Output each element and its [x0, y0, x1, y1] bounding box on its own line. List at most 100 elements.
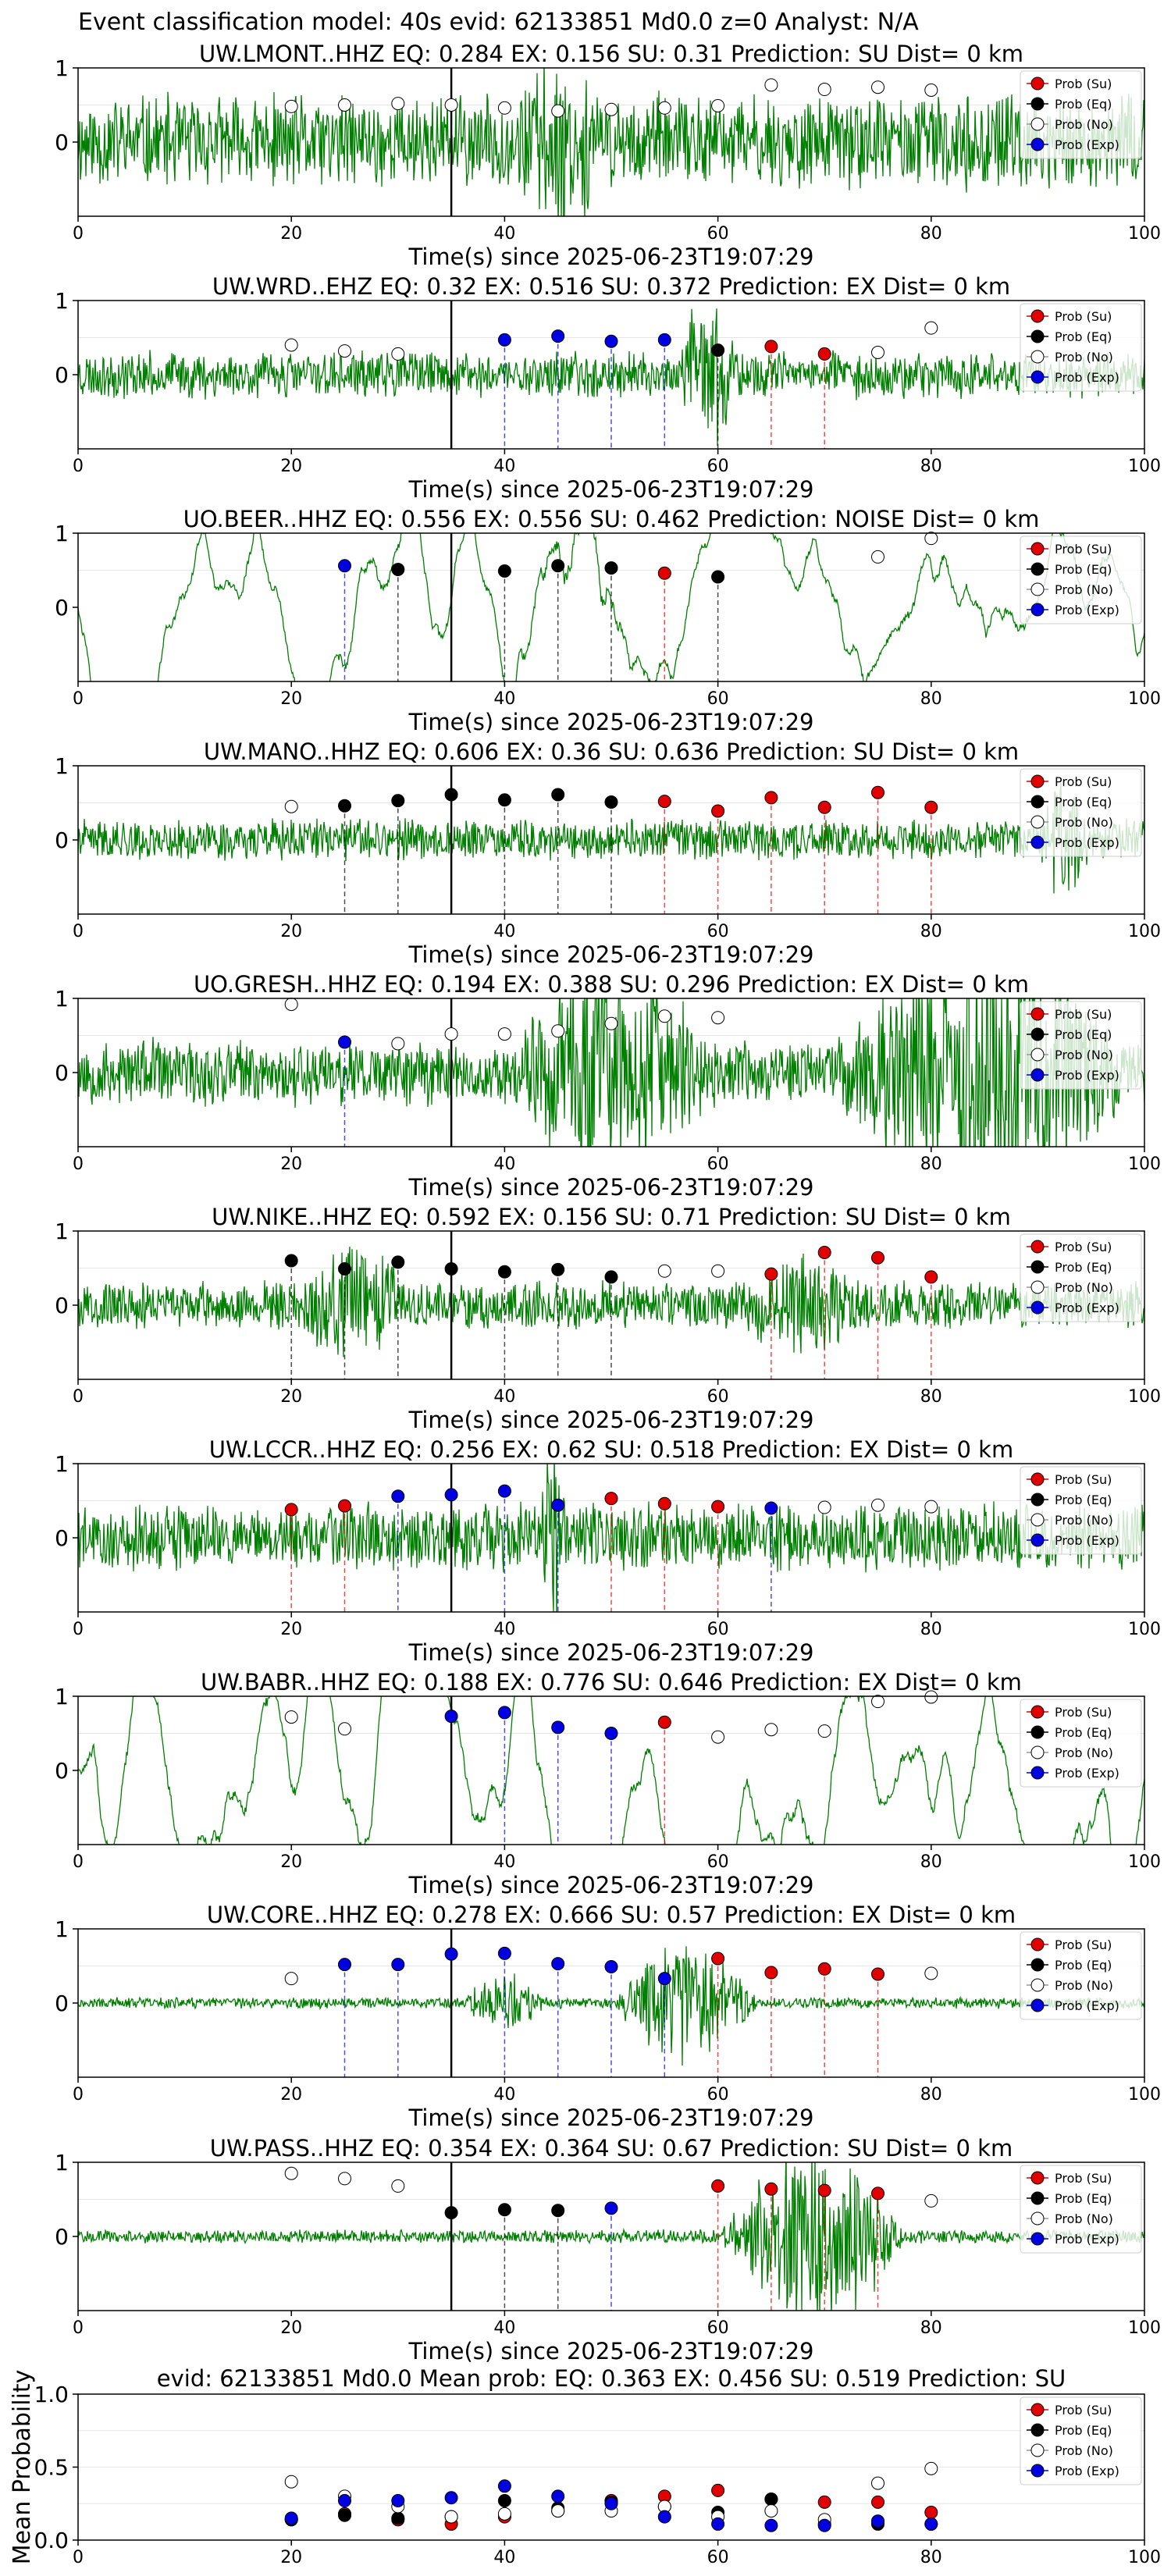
y-tick-label: 1 [55, 753, 69, 779]
prob-marker-no [284, 338, 298, 352]
y-tick-label: 1 [55, 521, 69, 546]
panel-title: UO.GRESH..HHZ EQ: 0.194 EX: 0.388 SU: 0.… [194, 971, 1029, 998]
x-tick-label: 100 [1128, 457, 1161, 476]
prob-marker-su [764, 1966, 778, 1980]
x-tick-label: 60 [707, 2318, 729, 2338]
legend-marker [1030, 2443, 1045, 2457]
mean-marker-exp [871, 2514, 884, 2528]
legend-box [1020, 70, 1142, 159]
prob-marker-su [284, 1503, 298, 1517]
legend-label: Prob (No) [1055, 1280, 1113, 1295]
x-tick-label: 100 [1128, 1852, 1161, 1872]
x-axis-label: Time(s) since 2025-06-23T19:07:29 [408, 709, 814, 735]
x-tick-label: 60 [707, 2085, 729, 2105]
x-tick-label: 40 [493, 2085, 515, 2105]
mean-marker-eq [338, 2508, 351, 2522]
legend-label: Prob (Exp) [1055, 2232, 1119, 2247]
legend-box [1020, 535, 1142, 624]
prob-marker-su [871, 1251, 884, 1265]
prob-marker-su [817, 1962, 831, 1976]
x-tick-label: 80 [920, 224, 942, 244]
x-axis-label: Time(s) since 2025-06-23T19:07:29 [408, 1872, 814, 1898]
y-tick-label: 1 [55, 55, 69, 81]
x-tick-label: 60 [707, 457, 729, 476]
prob-marker-eq [711, 343, 725, 358]
prob-marker-su [871, 2186, 884, 2201]
prob-marker-eq [444, 1261, 458, 1276]
x-tick-label: 60 [707, 224, 729, 244]
x-tick-label: 100 [1128, 2318, 1161, 2338]
prob-marker-su [817, 2183, 831, 2197]
x-axis-label: Time(s) since 2025-06-23T19:07:29 [408, 2338, 814, 2364]
x-tick-label: 40 [493, 457, 515, 476]
prob-marker-no [711, 1730, 725, 1744]
panel-title: UW.WRD..EHZ EQ: 0.32 EX: 0.516 SU: 0.372… [212, 273, 1010, 300]
legend-marker [1030, 1048, 1045, 1062]
prob-marker-eq [551, 788, 565, 802]
legend-box [1020, 1001, 1142, 1090]
legend-box [1020, 1931, 1142, 2020]
x-tick-label: 20 [280, 1620, 302, 1639]
prob-marker-exp [444, 1947, 458, 1961]
legend-label: Prob (No) [1055, 2443, 1113, 2458]
legend-marker [1030, 1745, 1045, 1759]
x-tick-label: 20 [280, 1852, 302, 1872]
legend-marker [1030, 329, 1045, 343]
legend-label: Prob (No) [1055, 1978, 1113, 1993]
x-tick-label: 20 [280, 1155, 302, 1174]
legend-marker [1030, 1260, 1045, 1274]
prob-marker-su [817, 347, 831, 361]
legend-label: Prob (Su) [1055, 774, 1112, 789]
x-tick-label: 100 [1128, 1620, 1161, 1639]
prob-marker-exp [551, 1720, 565, 1735]
legend-marker [1030, 1493, 1045, 1507]
prob-marker-no [871, 1498, 884, 1512]
panel-title: UW.PASS..HHZ EQ: 0.354 EX: 0.364 SU: 0.6… [210, 2135, 1013, 2161]
prob-marker-eq [711, 570, 725, 584]
prob-marker-su [764, 340, 778, 354]
legend-marker [1030, 1978, 1045, 1992]
x-tick-label: 100 [1128, 689, 1161, 709]
prob-marker-exp [497, 1484, 511, 1498]
x-tick-label: 40 [493, 1387, 515, 1407]
prob-marker-no [551, 104, 565, 118]
panel-title: UO.BEER..HHZ EQ: 0.556 EX: 0.556 SU: 0.4… [183, 506, 1040, 532]
mean-marker-su [711, 2483, 725, 2497]
legend-label: Prob (Eq) [1055, 329, 1112, 344]
prob-marker-no [924, 1690, 938, 1704]
prob-marker-eq [444, 788, 458, 802]
prob-marker-su [871, 1967, 884, 1981]
legend-box [1020, 768, 1142, 857]
figure-suptitle: Event classification model: 40s evid: 62… [78, 9, 919, 36]
legend-label: Prob (Eq) [1055, 1958, 1112, 1973]
legend-label: Prob (Su) [1055, 1007, 1112, 1022]
legend-marker [1030, 137, 1045, 151]
prob-marker-no [817, 1724, 831, 1738]
prob-marker-exp [551, 1498, 565, 1512]
waveform [78, 998, 1144, 1147]
prob-marker-no [284, 2166, 298, 2180]
prob-marker-no [284, 99, 298, 113]
x-tick-label: 40 [493, 2318, 515, 2338]
prob-marker-su [604, 1492, 618, 1506]
mean-marker-su [924, 2505, 938, 2519]
panel-title: UW.LCCR..HHZ EQ: 0.256 EX: 0.62 SU: 0.51… [209, 1436, 1013, 1463]
legend-marker [1030, 309, 1045, 323]
x-tick-label: 20 [280, 2548, 302, 2567]
mean-marker-exp [391, 2494, 405, 2508]
legend-label: Prob (Eq) [1055, 1725, 1112, 1740]
x-tick-label: 80 [920, 457, 942, 476]
prob-marker-su [338, 1499, 351, 1513]
y-tick-label: 0 [55, 1525, 69, 1551]
x-tick-label: 100 [1128, 2085, 1161, 2105]
prob-marker-no [444, 1027, 458, 1041]
legend-label: Prob (No) [1055, 2211, 1113, 2226]
panel-title: UW.LMONT..HHZ EQ: 0.284 EX: 0.156 SU: 0.… [199, 41, 1023, 67]
mean-marker-exp [444, 2491, 458, 2505]
x-tick-label: 40 [493, 922, 515, 941]
legend-marker [1030, 2171, 1045, 2185]
mean-marker-exp [924, 2517, 938, 2531]
y-tick-label: 0 [55, 2224, 69, 2250]
